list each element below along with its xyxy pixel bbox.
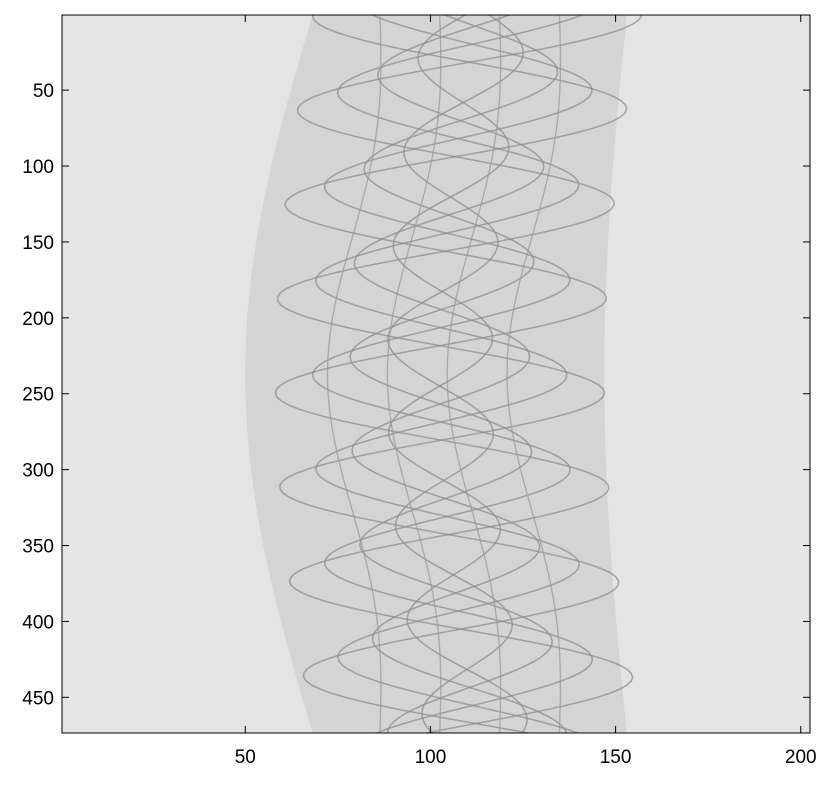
x-tick-label: 150 <box>600 747 632 768</box>
x-tick-label: 50 <box>235 747 256 768</box>
y-tick-label: 100 <box>22 157 54 178</box>
image-band <box>245 15 627 733</box>
image <box>245 15 643 733</box>
image-curve <box>387 15 525 733</box>
y-tick-label: 150 <box>22 233 54 254</box>
x-tick-label: 200 <box>785 747 817 768</box>
image-curve <box>506 15 562 733</box>
image-curve <box>387 15 528 733</box>
y-tick-label: 200 <box>22 309 54 330</box>
image-curve <box>311 15 594 733</box>
image-curve <box>349 15 559 733</box>
y-tick-label: 300 <box>22 461 54 482</box>
x-tick-label: 100 <box>415 747 447 768</box>
image-curve <box>326 15 382 733</box>
y-tick-label: 350 <box>22 537 54 558</box>
image-curve <box>386 15 442 733</box>
image-curve <box>314 15 585 733</box>
y-tick-label: 400 <box>22 612 54 633</box>
image-curve <box>351 15 568 733</box>
image-curve <box>274 15 634 733</box>
axes: 50 100 150 200 50 100 150 200 250 300 350 400 450 <box>22 15 817 768</box>
image-curve <box>276 15 643 733</box>
image-curve <box>446 15 502 733</box>
y-tick-label: 450 <box>22 688 54 709</box>
y-tick-label: 250 <box>22 385 54 406</box>
axes-box <box>61 14 811 734</box>
y-tick-label: 50 <box>33 81 54 102</box>
